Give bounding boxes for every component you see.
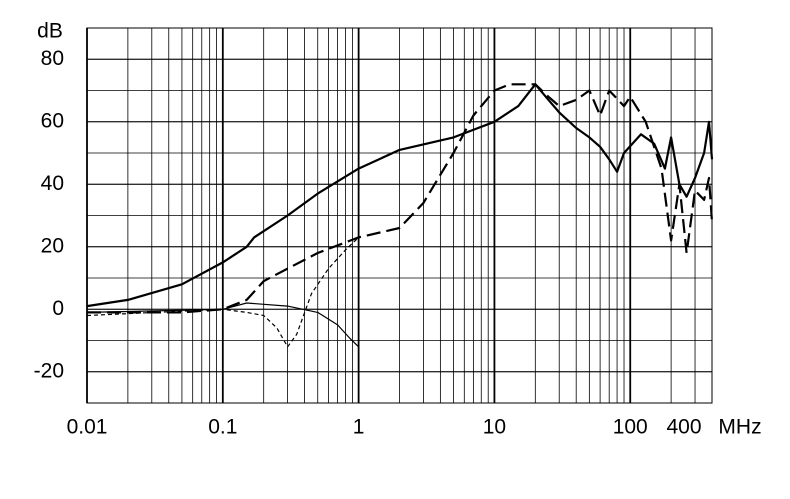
- y-axis-label: dB: [37, 20, 63, 43]
- series-line: [87, 83, 714, 314]
- series-line: [86, 83, 714, 308]
- x-tick-label: 1: [353, 416, 365, 439]
- x-axis-unit: MHz: [718, 416, 761, 439]
- x-tick-label: 0.01: [67, 416, 108, 439]
- x-tick-label: 100: [613, 416, 648, 439]
- y-tick-label: 40: [41, 172, 64, 195]
- x-tick-label: 400: [666, 416, 701, 439]
- y-tick-label: 0: [52, 297, 64, 320]
- series-line: [86, 236, 360, 348]
- y-tick-label: 20: [41, 234, 64, 257]
- y-tick-label: -20: [34, 359, 64, 382]
- x-tick-label: 0.1: [208, 416, 237, 439]
- y-tick-label: 80: [41, 47, 64, 70]
- y-tick-label: 60: [41, 109, 64, 132]
- series-line: [86, 302, 360, 348]
- x-tick-label: 10: [483, 416, 506, 439]
